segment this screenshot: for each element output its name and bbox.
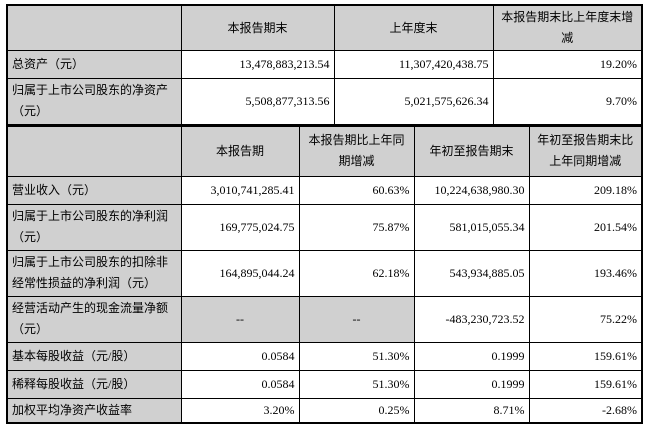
table-row-total-assets: 总资产（元） 13,478,883,213.54 11,307,420,438.… (6, 50, 643, 79)
cell-value: 201.54% (528, 203, 643, 251)
cell-value: 581,015,055.34 (413, 203, 530, 251)
cell-value: 193.46% (528, 249, 643, 297)
table-row-net-profit: 归属于上市公司股东的净利润（元） 169,775,024.75 75.87% 5… (6, 203, 643, 251)
table-row-operating-cash-flow: 经营活动产生的现金流量净额（元） -- -- -483,230,723.52 7… (6, 295, 643, 343)
cell-value: 159.61% (528, 341, 643, 371)
cell-value: 8.71% (413, 397, 530, 423)
cell-value: 159.61% (528, 369, 643, 399)
period-end-indicators-table: 本报告期末 上年度末 本报告期末比上年度末增减 总资产（元） 13,478,88… (6, 4, 643, 126)
cell-value: 9.70% (492, 78, 643, 125)
cell-value: 169,775,024.75 (180, 203, 300, 251)
cell-value: 3.20% (180, 397, 300, 423)
cell-value: 75.87% (298, 203, 415, 251)
column-header-change-vs-prior-year-end: 本报告期末比上年度末增减 (492, 4, 643, 51)
cell-value: 0.1999 (413, 341, 530, 371)
cell-value-na: -- (298, 295, 415, 343)
cell-value: -483,230,723.52 (413, 295, 530, 343)
cell-value: 13,478,883,213.54 (180, 50, 335, 79)
row-label: 基本每股收益（元/股） (6, 341, 182, 371)
table-row-operating-revenue: 营业收入（元） 3,010,741,285.41 60.63% 10,224,6… (6, 175, 643, 205)
table-row-net-profit-after-nonrecurring: 归属于上市公司股东的扣除非经常性损益的净利润（元） 164,895,044.24… (6, 249, 643, 297)
reporting-period-indicators-table: 本报告期 本报告期比上年同期增减 年初至报告期末 年初至报告期末比上年同期增减 … (6, 125, 643, 424)
row-label: 经营活动产生的现金流量净额（元） (6, 295, 182, 343)
row-label: 归属于上市公司股东的净利润（元） (6, 203, 182, 251)
column-header-current-period-end: 本报告期末 (180, 4, 335, 51)
cell-value: 0.0584 (180, 341, 300, 371)
cell-value: 0.1999 (413, 369, 530, 399)
table-header-row: 本报告期 本报告期比上年同期增减 年初至报告期末 年初至报告期末比上年同期增减 (6, 125, 643, 177)
table-row-weighted-average-roe: 加权平均净资产收益率 3.20% 0.25% 8.71% -2.68% (6, 397, 643, 423)
row-label: 加权平均净资产收益率 (6, 397, 182, 423)
cell-value: 5,021,575,626.34 (333, 78, 494, 125)
cell-value: 5,508,877,313.56 (180, 78, 335, 125)
cell-value: 0.25% (298, 397, 415, 423)
cell-value: 19.20% (492, 50, 643, 79)
table-row-diluted-eps: 稀释每股收益（元/股） 0.0584 51.30% 0.1999 159.61% (6, 369, 643, 399)
cell-value: -2.68% (528, 397, 643, 423)
column-header-period-yoy-change: 本报告期比上年同期增减 (298, 125, 415, 177)
table-row-net-assets: 归属于上市公司股东的净资产（元） 5,508,877,313.56 5,021,… (6, 78, 643, 125)
row-label: 稀释每股收益（元/股） (6, 369, 182, 399)
cell-value: 51.30% (298, 341, 415, 371)
cell-value: 62.18% (298, 249, 415, 297)
table-header-row: 本报告期末 上年度末 本报告期末比上年度末增减 (6, 4, 643, 51)
column-header-year-to-date: 年初至报告期末 (413, 125, 530, 177)
cell-value: 0.0584 (180, 369, 300, 399)
corner-cell (6, 4, 182, 51)
corner-cell (6, 125, 182, 177)
cell-value: 10,224,638,980.30 (413, 175, 530, 205)
cell-value: 75.22% (528, 295, 643, 343)
cell-value: 51.30% (298, 369, 415, 399)
cell-value-na: -- (180, 295, 300, 343)
cell-value: 209.18% (528, 175, 643, 205)
row-label: 总资产（元） (6, 50, 182, 79)
cell-value: 60.63% (298, 175, 415, 205)
table-row-basic-eps: 基本每股收益（元/股） 0.0584 51.30% 0.1999 159.61% (6, 341, 643, 371)
cell-value: 164,895,044.24 (180, 249, 300, 297)
column-header-prior-year-end: 上年度末 (333, 4, 494, 51)
column-header-ytd-yoy-change: 年初至报告期末比上年同期增减 (528, 125, 643, 177)
financial-summary-sheet: 本报告期末 上年度末 本报告期末比上年度末增减 总资产（元） 13,478,88… (6, 4, 643, 424)
cell-value: 3,010,741,285.41 (180, 175, 300, 205)
row-label: 归属于上市公司股东的净资产（元） (6, 78, 182, 125)
cell-value: 11,307,420,438.75 (333, 50, 494, 79)
row-label: 归属于上市公司股东的扣除非经常性损益的净利润（元） (6, 249, 182, 297)
row-label: 营业收入（元） (6, 175, 182, 205)
cell-value: 543,934,885.05 (413, 249, 530, 297)
column-header-current-period: 本报告期 (180, 125, 300, 177)
